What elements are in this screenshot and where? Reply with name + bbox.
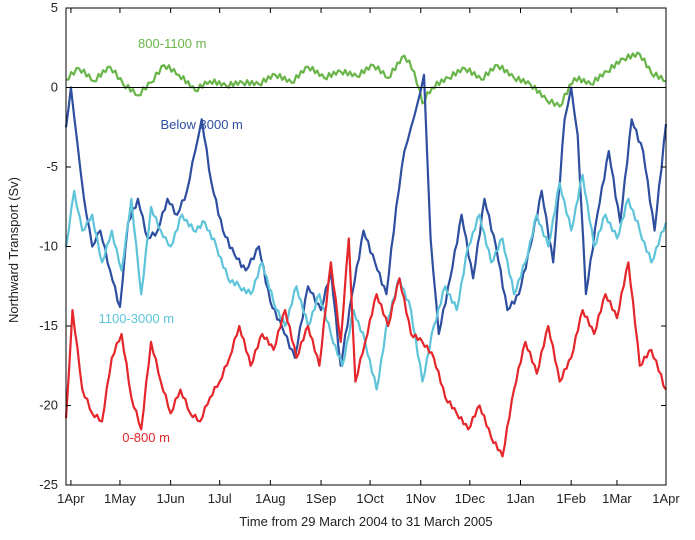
series-label-800-1100-m: 800-1100 m [138, 36, 206, 51]
x-tick-label: 1Aug [255, 491, 285, 506]
series-line-0-800-m [64, 237, 667, 458]
series-label-1100-3000-m: 1100-3000 m [98, 311, 174, 326]
y-tick-label: -20 [39, 398, 58, 413]
x-tick-label: 1Apr [57, 491, 85, 506]
x-tick-label: 1Jul [208, 491, 232, 506]
x-tick-label: 1May [104, 491, 136, 506]
y-tick-label: -25 [39, 477, 58, 492]
x-tick-label: 1Sep [306, 491, 336, 506]
x-tick-label: 1Oct [356, 491, 384, 506]
x-axis-label: Time from 29 March 2004 to 31 March 2005 [239, 514, 492, 529]
series-line-1100-3000-m [64, 173, 668, 391]
y-tick-label: -15 [39, 318, 58, 333]
x-tick-label: 1Mar [602, 491, 632, 506]
x-tick-label: 1Jun [157, 491, 185, 506]
y-tick-label: 5 [51, 0, 58, 15]
series-label-0-800-m: 0-800 m [122, 430, 170, 445]
x-tick-label: 1Jan [506, 491, 534, 506]
x-tick-label: 1Apr [652, 491, 680, 506]
y-tick-label: -5 [46, 159, 58, 174]
x-tick-label: 1Dec [455, 491, 486, 506]
y-axis-title: Northward Transport (Sv) [6, 177, 21, 323]
y-tick-label: 0 [51, 80, 58, 95]
y-axis-label: Northward Transport (Sv) [6, 177, 21, 323]
series-label-below-3000-m: Below 3000 m [160, 117, 242, 132]
x-tick-label: 1Feb [556, 491, 586, 506]
y-tick-label: -10 [39, 239, 58, 254]
x-tick-label: 1Nov [406, 491, 437, 506]
series-line-below-3000-m [64, 73, 668, 367]
series-line-800-1100-m [65, 51, 666, 108]
